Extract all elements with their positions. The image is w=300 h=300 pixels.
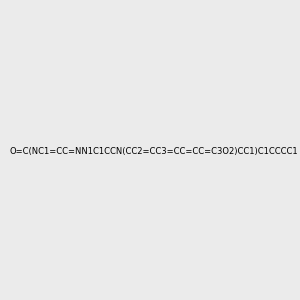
Text: O=C(NC1=CC=NN1C1CCN(CC2=CC3=CC=CC=C3O2)CC1)C1CCCC1: O=C(NC1=CC=NN1C1CCN(CC2=CC3=CC=CC=C3O2)C… <box>9 147 298 156</box>
